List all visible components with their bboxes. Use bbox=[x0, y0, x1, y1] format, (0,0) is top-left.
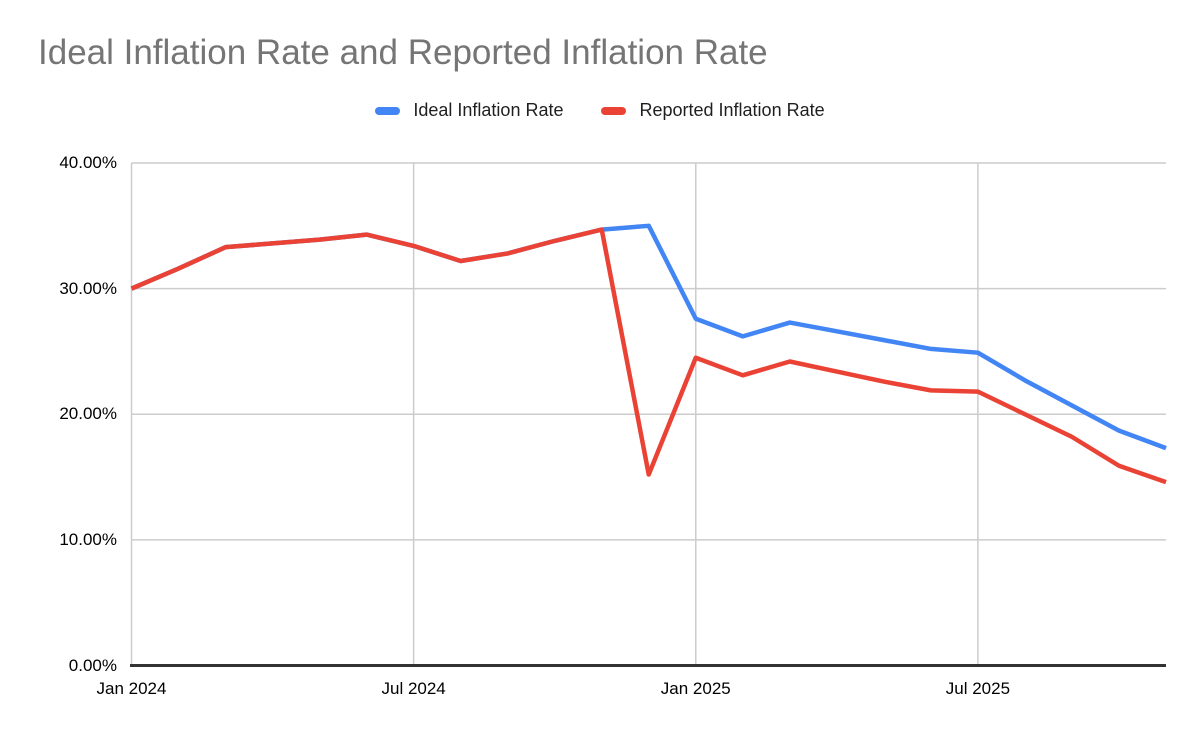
legend: Ideal Inflation Rate Reported Inflation … bbox=[0, 100, 1200, 121]
chart-title: Ideal Inflation Rate and Reported Inflat… bbox=[38, 33, 768, 72]
legend-item-ideal[interactable]: Ideal Inflation Rate bbox=[375, 100, 563, 121]
reported-series-swatch-icon bbox=[601, 106, 627, 115]
ideal-series-swatch-icon bbox=[375, 106, 401, 115]
legend-item-reported[interactable]: Reported Inflation Rate bbox=[601, 100, 825, 121]
legend-label-ideal: Ideal Inflation Rate bbox=[413, 100, 564, 120]
reported-series-line bbox=[130, 227, 1167, 485]
legend-label-reported: Reported Inflation Rate bbox=[639, 100, 825, 120]
